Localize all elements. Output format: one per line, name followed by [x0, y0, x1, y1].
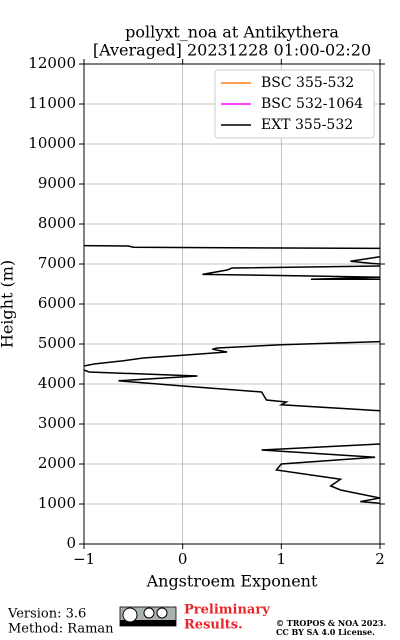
y-tick-label: 7000 — [38, 254, 76, 272]
x-tick-label: −1 — [73, 550, 95, 568]
legend-box — [214, 69, 375, 139]
y-tick-label: 6000 — [38, 294, 76, 312]
y-tick-label: 10000 — [28, 134, 76, 152]
plot-frame — [83, 63, 381, 545]
x-tick-label: 0 — [178, 550, 188, 568]
y-tick-label: 5000 — [38, 334, 76, 352]
y-tick-label: 4000 — [38, 374, 76, 392]
y-tick-label: 3000 — [38, 414, 76, 432]
profile-line — [84, 244, 380, 504]
x-tick-label: 2 — [375, 550, 385, 568]
chart-title: pollyxt_noa at Antikythera — [125, 23, 339, 42]
y-tick-label: 12000 — [28, 54, 76, 72]
y-tick-label: 0 — [66, 534, 76, 552]
license: CC BY SA 4.0 License. — [276, 627, 375, 637]
y-tick-label: 2000 — [38, 454, 76, 472]
version: Version: 3.6 — [7, 607, 86, 622]
y-tick-label: 11000 — [28, 94, 76, 112]
status: Results. — [184, 618, 243, 633]
y-axis-label: Height (m) — [0, 260, 17, 348]
cc-badge — [119, 606, 177, 627]
status: Preliminary — [184, 603, 270, 618]
y-tick-label: 1000 — [38, 494, 76, 512]
y-tick-label: 8000 — [38, 214, 76, 232]
legend-label: BSC 532-1064 — [261, 96, 363, 112]
legend-label: BSC 355-532 — [261, 75, 354, 91]
method: Method: Raman — [8, 622, 114, 637]
x-tick-label: 1 — [277, 550, 287, 568]
chart-subtitle: [Averaged] 20231228 01:00-02:20 — [93, 41, 371, 60]
y-tick-label: 9000 — [38, 174, 76, 192]
x-axis-label: Angstroem Exponent — [146, 572, 318, 591]
license: © TROPOS & NOA 2023. — [276, 618, 386, 628]
legend-label: EXT 355-532 — [261, 117, 353, 133]
